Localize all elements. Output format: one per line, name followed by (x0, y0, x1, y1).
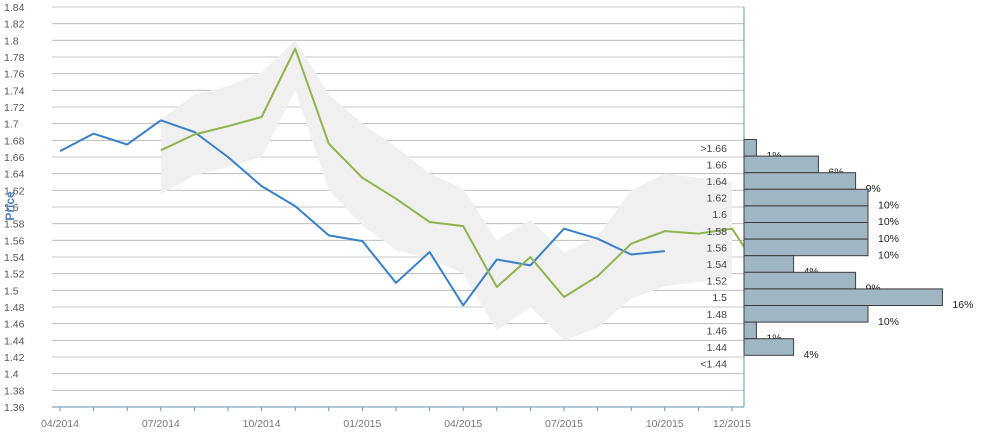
y-tick-label: 1.52 (4, 269, 25, 281)
x-tick-label: 10/2015 (646, 418, 684, 430)
histogram-bar (743, 155, 819, 174)
histogram-bin-label: 1.54 (707, 259, 728, 271)
y-tick-label: 1.84 (4, 2, 25, 14)
histogram-pct-label: 10% (878, 216, 899, 228)
y-tick-label: 1.5 (4, 285, 19, 297)
histogram-bar (743, 338, 795, 356)
histogram-bar (743, 305, 869, 323)
histogram-bar (743, 222, 869, 240)
histogram-bar (743, 238, 869, 257)
y-tick-label: 1.7 (4, 119, 19, 131)
y-tick-label: 1.66 (4, 152, 25, 164)
histogram-bin-label: 1.52 (707, 276, 728, 288)
forecast-band-area (160, 40, 733, 341)
histogram-bin-label: 1.66 (707, 159, 728, 171)
histogram-bar (743, 188, 869, 207)
histogram-bin-label: >1.66 (700, 143, 727, 155)
histogram-bar (743, 139, 757, 157)
histogram-bar (743, 288, 943, 306)
y-tick-label: 1.38 (4, 385, 25, 397)
x-tick-label: 04/2015 (444, 418, 482, 430)
x-tick-label: 07/2014 (142, 418, 180, 430)
y-tick-label: 1.62 (4, 185, 25, 197)
y-tick-label: 1.76 (4, 69, 25, 81)
histogram-pct-label: 10% (878, 233, 899, 245)
x-tick-label: 12/2015 (713, 418, 751, 430)
y-tick-label: 1.46 (4, 319, 25, 331)
forecast-range-band (160, 40, 733, 341)
histogram-pct-label: 4% (804, 349, 819, 361)
y-tick-label: 1.56 (4, 235, 25, 247)
histogram-bin-label: 1.64 (707, 176, 728, 188)
y-tick-label: 1.78 (4, 52, 25, 64)
series-lines (59, 47, 747, 307)
histogram-pct-label: 10% (878, 200, 899, 212)
y-axis-label: Price (3, 191, 17, 221)
y-tick-label: 1.82 (4, 19, 25, 31)
histogram-bin-label: 1.56 (707, 242, 728, 254)
y-tick-label: 1.36 (4, 402, 25, 414)
histogram-bar (743, 271, 857, 290)
histogram-pct-label: 16% (952, 299, 973, 311)
histogram-bin-label: 1.5 (712, 292, 727, 304)
histogram-bar (743, 205, 869, 223)
y-tick-label: 1.64 (4, 169, 25, 181)
distribution-histogram: >1.661%1.666%1.649%1.6210%1.610%1.5810%1… (700, 139, 973, 371)
y-tick-label: 1.4 (4, 369, 19, 381)
histogram-bin-label: <1.44 (700, 359, 727, 371)
x-axis: 04/2014 07/2014 10/2014 01/2015 04/2015 07/20… (41, 407, 751, 430)
histogram-pct-label: 10% (878, 316, 899, 328)
histogram-pct-label: 10% (878, 249, 899, 261)
histogram-bar (743, 255, 795, 273)
x-tick-label: 04/2014 (41, 418, 79, 430)
y-tick-label: 1.72 (4, 102, 25, 114)
y-tick-label: 1.8 (4, 35, 19, 47)
y-tick-label: 1.44 (4, 335, 25, 347)
x-tick-label: 01/2015 (343, 418, 381, 430)
histogram-bin-label: 1.48 (707, 309, 728, 321)
histogram-bin-label: 1.58 (707, 226, 728, 238)
y-tick-label: 1.48 (4, 302, 25, 314)
x-tick-label: 10/2014 (243, 418, 281, 430)
histogram-bin-label: 1.6 (712, 209, 727, 221)
histogram-bin-label: 1.62 (707, 193, 728, 205)
y-tick-label: 1.74 (4, 85, 25, 97)
histogram-bin-label: 1.46 (707, 325, 728, 337)
y-tick-label: 1.42 (4, 352, 25, 364)
histogram-pct-label: 9% (866, 183, 881, 195)
y-tick-label: 1.6 (4, 202, 19, 214)
y-tick-label: 1.54 (4, 252, 25, 264)
histogram-bin-label: 1.44 (707, 342, 728, 354)
y-tick-label: 1.68 (4, 135, 25, 147)
y-axis: 1.36 1.38 1.4 1.42 1.44 1.46 1.48 1.5 1.52 1.54 1.… (4, 2, 25, 414)
actual-series-line (59, 119, 665, 307)
x-tick-label: 07/2015 (545, 418, 583, 430)
histogram-bar (743, 321, 757, 340)
forecast-series-line (160, 47, 747, 298)
y-tick-label: 1.58 (4, 219, 25, 231)
histogram-bar (743, 172, 857, 190)
